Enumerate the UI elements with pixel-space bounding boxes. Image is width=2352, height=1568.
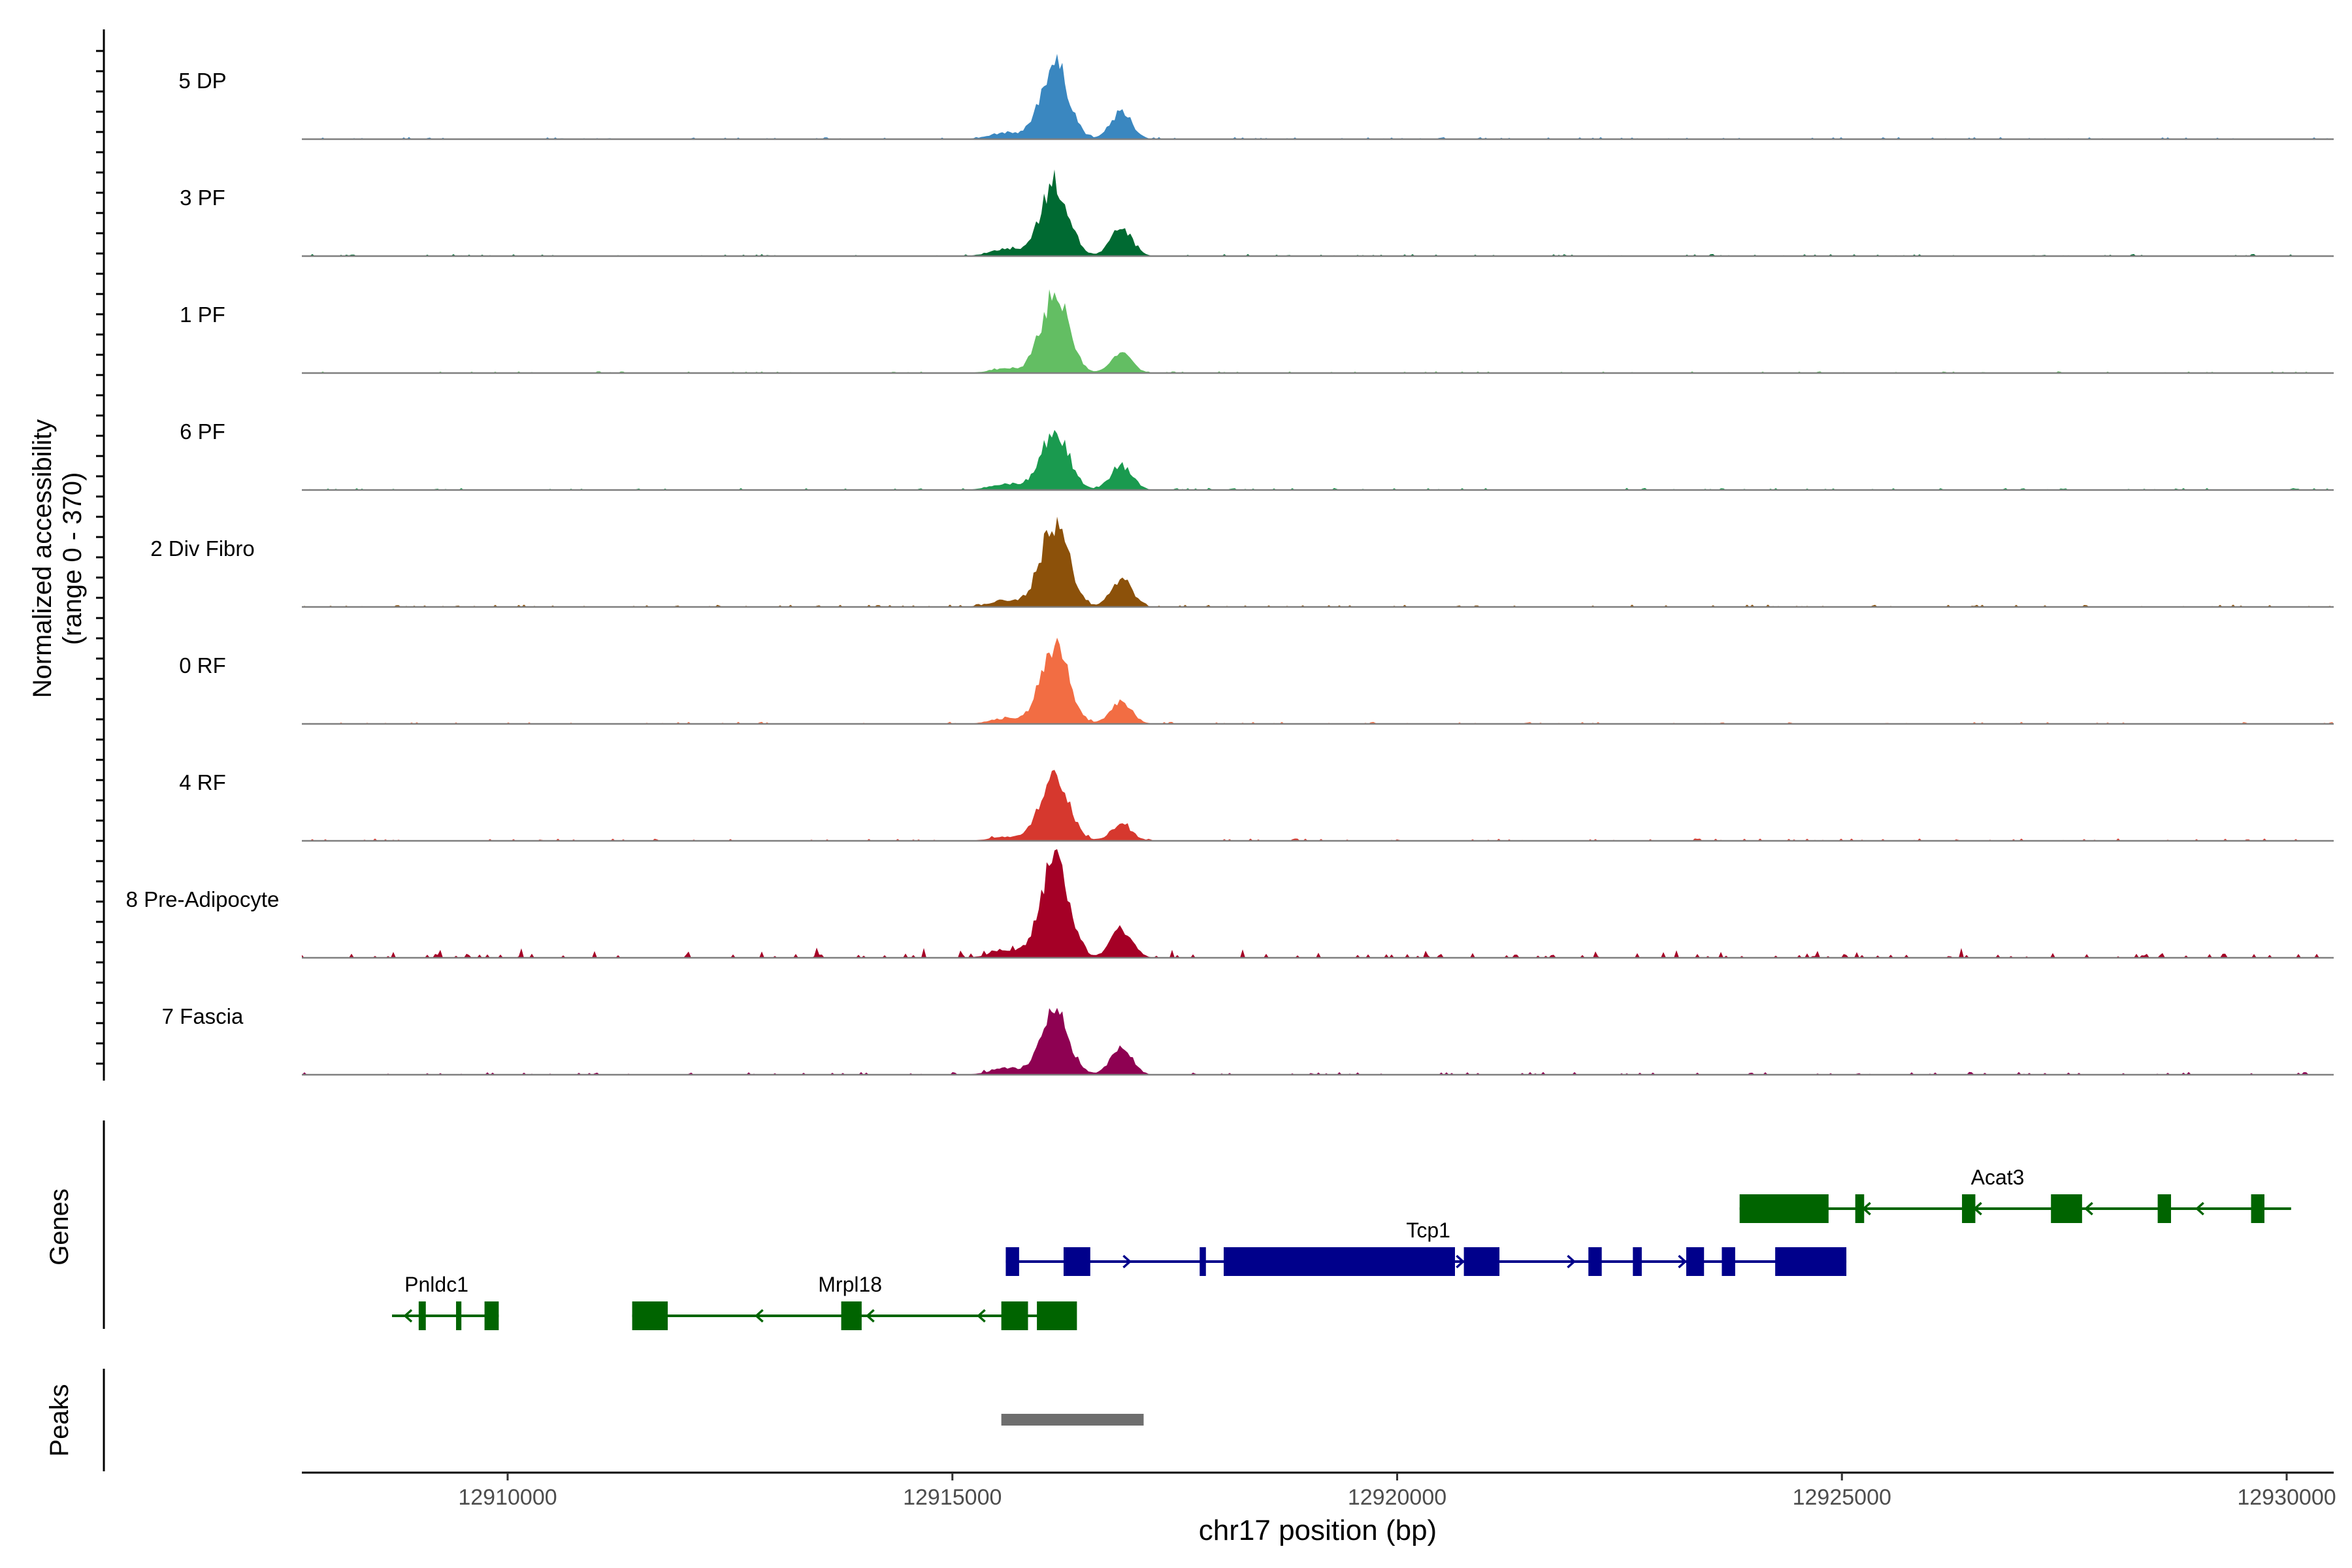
strand-chevron — [2084, 1201, 2093, 1216]
track-4-rf: 4 RF — [179, 770, 2334, 842]
gene-label: Pnldc1 — [404, 1273, 468, 1296]
coverage-area — [302, 54, 2334, 140]
track-6-pf: 6 PF — [180, 419, 2334, 491]
track-2-div-fibro: 2 Div Fibro — [150, 516, 2334, 608]
gene-exon — [1775, 1247, 1847, 1276]
track-0-rf: 0 RF — [179, 638, 2334, 725]
track-5-dp: 5 DP — [178, 54, 2334, 140]
gene-pnldc1: Pnldc1 — [392, 1273, 499, 1330]
strand-chevron — [865, 1309, 875, 1323]
gene-mrpl18: Mrpl18 — [632, 1273, 1077, 1330]
gene-label: Tcp1 — [1406, 1218, 1450, 1242]
strand-chevron — [1567, 1254, 1576, 1269]
gene-exon — [1588, 1247, 1602, 1276]
gene-exon — [1037, 1301, 1077, 1330]
gene-exon — [418, 1301, 426, 1330]
y-axis-label-line1: Normalized accessibility — [28, 419, 57, 698]
coverage-area — [302, 849, 2334, 958]
x-tick-label: 12925000 — [1793, 1485, 1891, 1510]
coverage-area — [302, 289, 2334, 373]
x-tick-label: 12930000 — [2237, 1485, 2336, 1510]
gene-exon — [632, 1301, 668, 1330]
gene-exon — [841, 1301, 862, 1330]
coverage-area — [302, 1007, 2334, 1075]
coverage-y-axis-title: Normalized accessibility (range 0 - 370) — [28, 419, 87, 698]
track-label: 0 RF — [179, 653, 226, 678]
gene-exon — [1962, 1194, 1976, 1223]
peak-bar — [1001, 1414, 1144, 1426]
strand-chevron — [2195, 1201, 2204, 1216]
track-label: 1 PF — [180, 302, 225, 327]
track-label: 7 Fascia — [162, 1004, 244, 1028]
coverage-area — [302, 516, 2334, 607]
x-axis: chr17 position (bp) 12910000 12915000 1292… — [302, 1471, 2336, 1546]
gene-exon — [1001, 1301, 1028, 1330]
peaks-axis-label: Peaks — [45, 1384, 74, 1456]
x-tick-label: 12920000 — [1348, 1485, 1446, 1510]
track-label: 6 PF — [180, 419, 225, 444]
track-3-pf: 3 PF — [180, 169, 2334, 257]
gene-exon — [456, 1301, 462, 1330]
coverage-area — [302, 169, 2334, 256]
gene-exon — [2251, 1194, 2264, 1223]
gene-acat3: Acat3 — [1739, 1166, 2291, 1223]
gene-exon — [1005, 1247, 1019, 1276]
track-label: 5 DP — [178, 69, 226, 93]
gene-tcp1: Tcp1 — [1005, 1218, 1847, 1276]
strand-chevron — [1678, 1254, 1688, 1269]
gene-exon — [1855, 1194, 1865, 1223]
gene-exon — [1722, 1247, 1735, 1276]
track-label: 4 RF — [179, 770, 226, 794]
genes-axis-label: Genes — [45, 1188, 74, 1266]
gene-exon — [2051, 1194, 2082, 1223]
track-label: 3 PF — [180, 186, 225, 210]
gene-exon — [1739, 1194, 1829, 1223]
gene-label: Mrpl18 — [818, 1273, 882, 1296]
peaks-panel: Peaks — [45, 1369, 1144, 1471]
gene-exon — [1063, 1247, 1090, 1276]
track-label: 8 Pre-Adipocyte — [126, 887, 280, 911]
strand-chevron — [1122, 1254, 1132, 1269]
track-8-pre-adipocyte: 8 Pre-Adipocyte — [126, 849, 2334, 959]
x-tick-label: 12910000 — [458, 1485, 557, 1510]
peak-regions — [1001, 1414, 1144, 1426]
y-axis-label-line2: (range 0 - 370) — [58, 472, 87, 645]
gene-exon — [1200, 1247, 1206, 1276]
strand-chevron — [976, 1309, 986, 1323]
gene-exon — [484, 1301, 499, 1330]
gene-exon — [1224, 1247, 1455, 1276]
x-axis-title: chr17 position (bp) — [1199, 1514, 1437, 1546]
track-7-fascia: 7 Fascia — [162, 1004, 2334, 1076]
coverage-tracks: 5 DP 3 PF 1 PF 6 PF 2 Div Fibro 0 RF 4 RF 8 Pre… — [126, 54, 2334, 1076]
genes-panel: Genes Acat3 Tcp1 Pnldc1 Mrpl18 — [45, 1120, 2291, 1330]
gene-exon — [2157, 1194, 2172, 1223]
gene-exon — [1463, 1247, 1500, 1276]
strand-chevron — [403, 1309, 413, 1323]
x-tick-label: 12915000 — [903, 1485, 1002, 1510]
track-1-pf: 1 PF — [180, 289, 2334, 374]
strand-chevron — [754, 1309, 764, 1323]
coverage-y-axis — [96, 29, 105, 1081]
track-label: 2 Div Fibro — [150, 536, 255, 561]
gene-label: Acat3 — [1971, 1166, 2025, 1189]
strand-chevron — [1456, 1254, 1465, 1269]
gene-models: Acat3 Tcp1 Pnldc1 Mrpl18 — [392, 1166, 2291, 1330]
coverage-area — [302, 430, 2334, 490]
gene-exon — [1686, 1247, 1705, 1276]
coverage-area — [302, 770, 2334, 841]
gene-exon — [1633, 1247, 1642, 1276]
coverage-area — [302, 638, 2334, 724]
